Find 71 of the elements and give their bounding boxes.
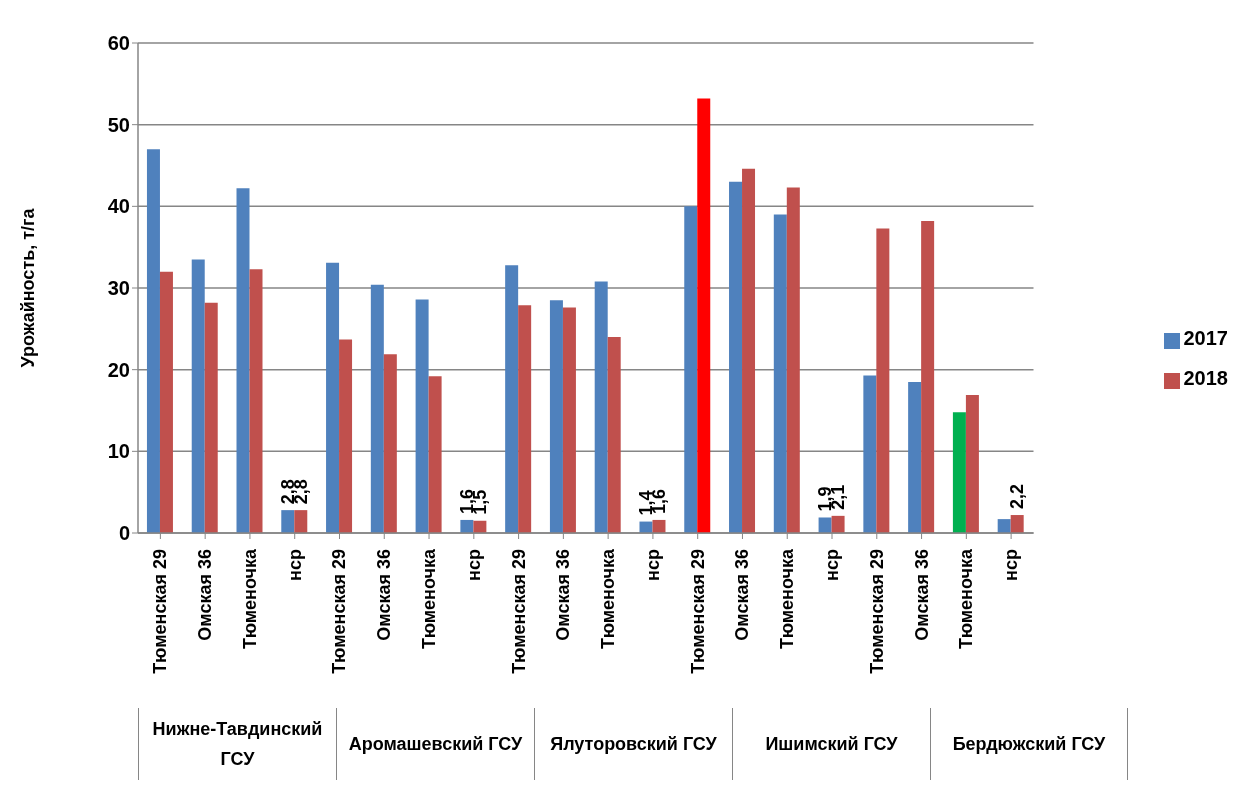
y-tick-label: 60 (107, 32, 130, 55)
x-tick-label: Омская 36 (374, 549, 395, 641)
bar (370, 284, 384, 533)
bar (997, 519, 1011, 533)
bar (729, 181, 743, 533)
x-tick-label: Тюменочка (956, 548, 977, 650)
bar (607, 337, 621, 533)
bar (294, 510, 308, 533)
legend-label: 2017 (1183, 327, 1228, 349)
x-tick-label: Тюменочка (419, 548, 440, 650)
bar (415, 299, 429, 533)
x-tick-label: нср (463, 549, 484, 581)
bar (773, 214, 787, 533)
bar (505, 265, 519, 533)
x-tick-label: Тюменская 29 (150, 549, 171, 674)
y-tick-label: 0 (118, 522, 130, 545)
bar (1010, 515, 1024, 533)
bar (952, 412, 966, 533)
bar (965, 394, 979, 533)
x-tick-label: Омская 36 (732, 549, 753, 641)
x-tick-label: Тюменочка (777, 548, 798, 650)
x-tick-label: Тюменская 29 (508, 549, 529, 674)
data-label: 2,2 (1007, 484, 1028, 510)
bar (786, 187, 800, 533)
bar (249, 269, 263, 533)
x-tick-label: Омская 36 (911, 549, 932, 641)
x-tick-label: нср (822, 549, 843, 581)
bar (428, 376, 442, 533)
x-tick-label: Омская 36 (553, 549, 574, 641)
y-axis-title: Урожайность, т/га (18, 207, 39, 368)
y-tick-label: 20 (107, 358, 130, 381)
bar (326, 262, 340, 533)
x-tick-label: нср (284, 549, 305, 581)
bar (473, 520, 487, 533)
bar (339, 339, 353, 533)
legend-label: 2018 (1183, 367, 1228, 389)
bar (518, 305, 532, 533)
x-tick-label: нср (1001, 549, 1022, 581)
bar (383, 354, 397, 533)
bar (652, 519, 666, 533)
bar (281, 510, 295, 533)
bar (908, 381, 922, 533)
y-tick-label: 30 (107, 277, 130, 300)
bar (549, 300, 563, 533)
x-tick-label: нср (642, 549, 663, 581)
x-tick-label: Омская 36 (195, 549, 216, 641)
x-tick-label: Тюменочка (239, 548, 260, 650)
y-tick-label: 10 (107, 440, 130, 463)
bar (460, 519, 474, 533)
bar (159, 271, 173, 533)
bar (191, 259, 205, 533)
x-tick-label: Тюменочка (598, 548, 619, 650)
x-tick-label: Тюменская 29 (866, 549, 887, 674)
x-tick-label: Тюменская 29 (687, 549, 708, 674)
bar (204, 302, 218, 533)
bar (921, 221, 935, 533)
bar (831, 515, 845, 533)
x-tick-label: Тюменская 29 (329, 549, 350, 674)
bar (594, 281, 608, 533)
bar (876, 228, 890, 533)
category-group-row: Нижне-Тавдинский ГСУ Аромашевский ГСУ Ялуторовский ГСУ Ишимский ГСУ Бердюжский ГСУ (138, 708, 1128, 780)
bar (146, 149, 160, 533)
bar (742, 168, 756, 533)
y-tick-label: 40 (107, 195, 130, 218)
y-tick-label: 50 (107, 113, 130, 136)
bar (697, 98, 711, 533)
bar (863, 375, 877, 533)
bar (818, 517, 832, 533)
bar (562, 307, 576, 533)
bar (684, 206, 698, 533)
bar (236, 188, 250, 533)
